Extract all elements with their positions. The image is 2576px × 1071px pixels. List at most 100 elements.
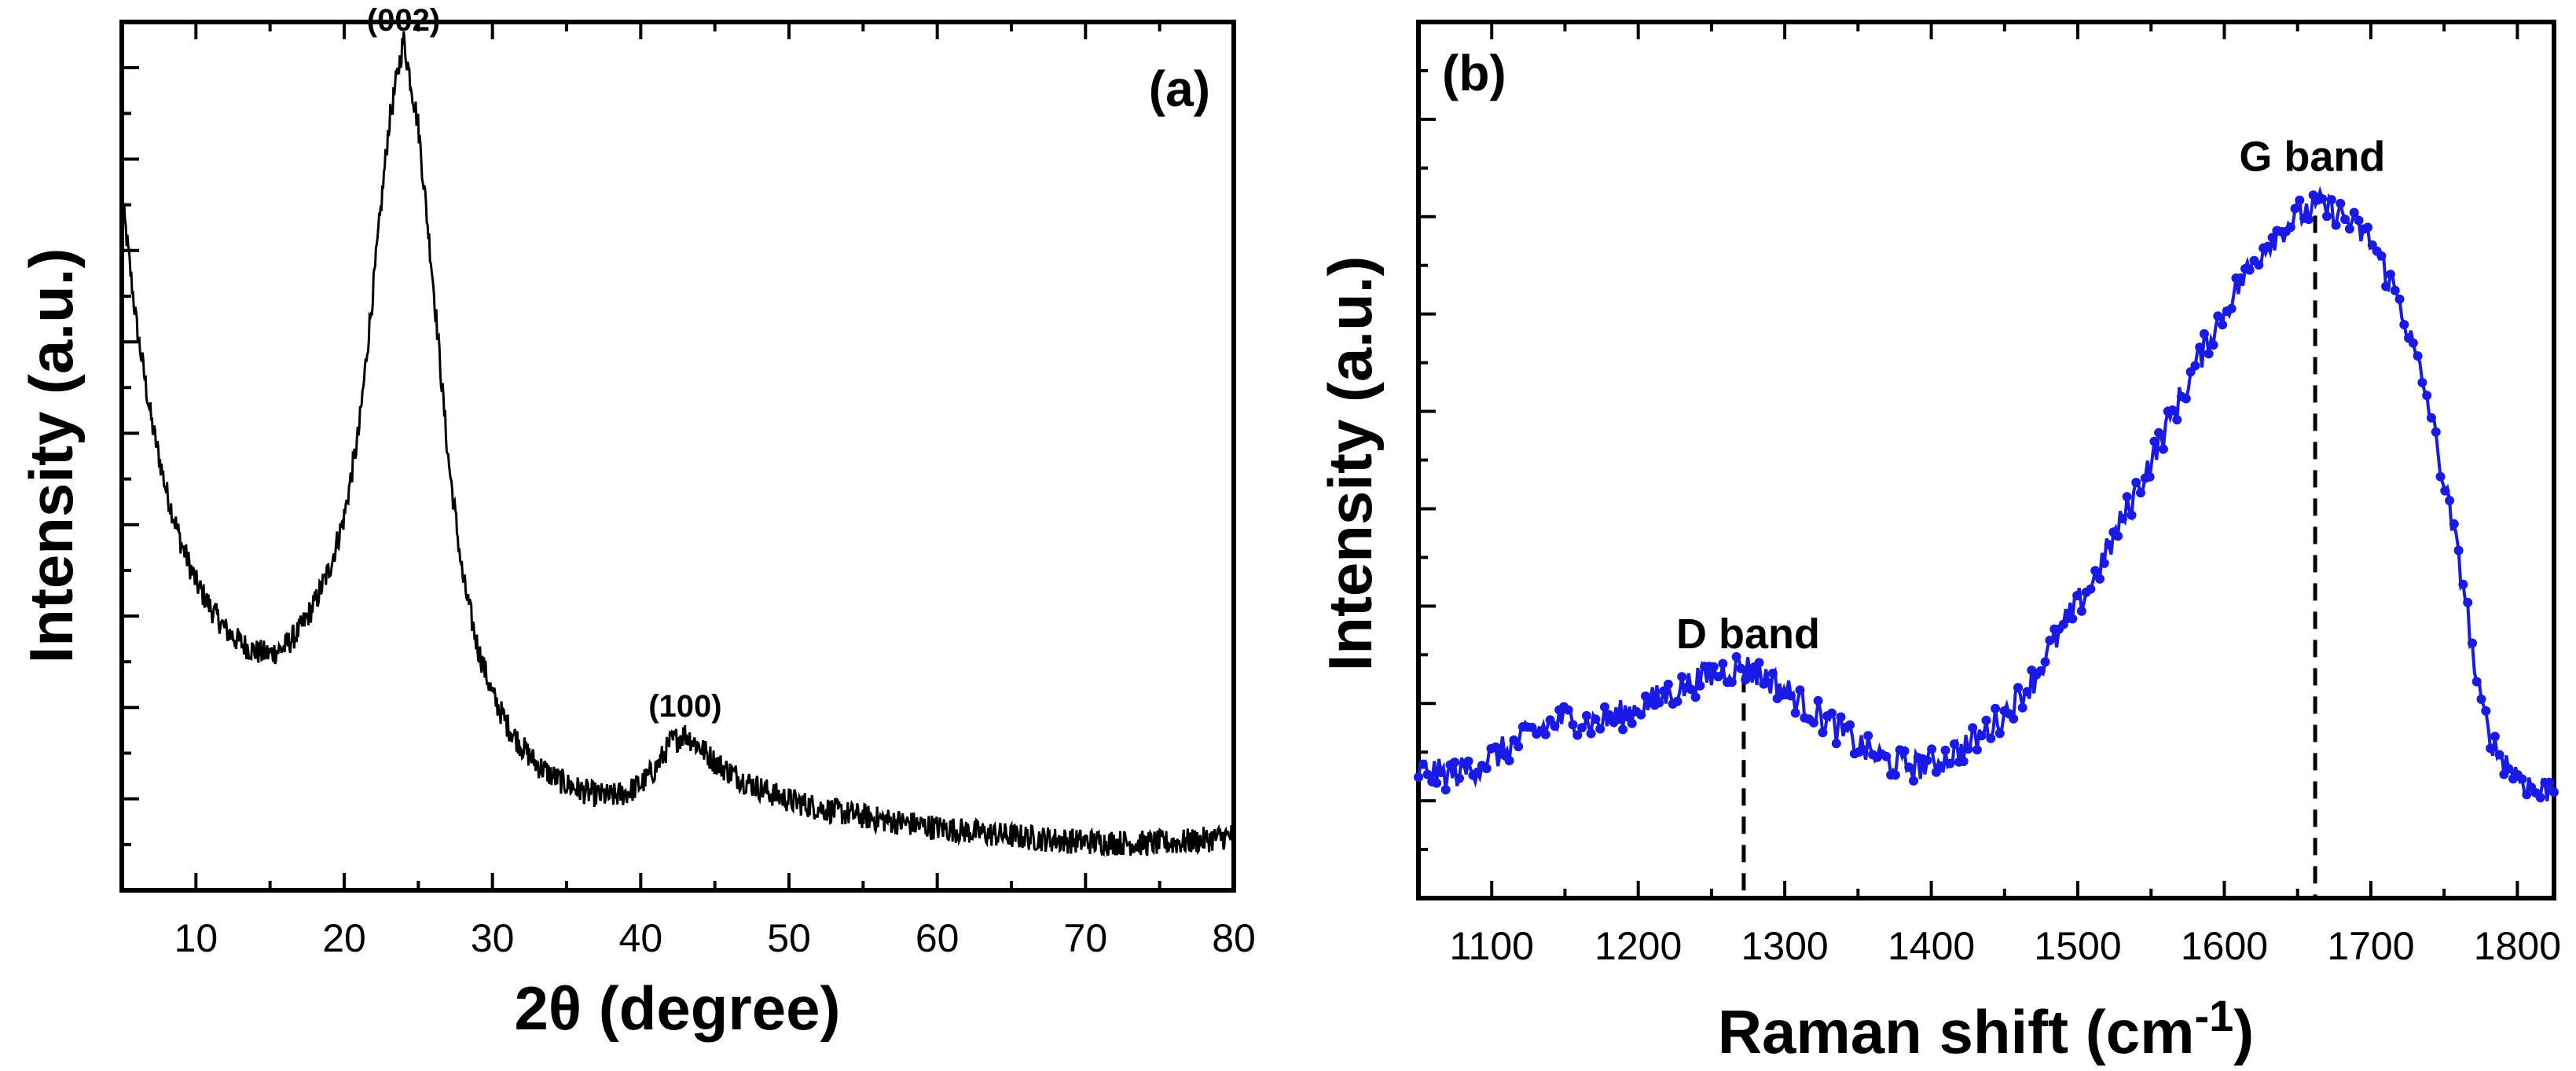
data-point bbox=[1863, 731, 1873, 741]
data-point bbox=[2490, 732, 2500, 742]
panel-b-ticks bbox=[1417, 20, 2519, 900]
data-point bbox=[2394, 294, 2405, 304]
data-point bbox=[2136, 488, 2145, 498]
data-point bbox=[1690, 692, 1701, 702]
data-point bbox=[1786, 691, 1796, 701]
data-point bbox=[2471, 677, 2482, 687]
data-point bbox=[1422, 769, 1433, 779]
x-tick-label: 70 bbox=[1064, 916, 1108, 960]
panel-a-frame bbox=[119, 20, 1236, 893]
data-point bbox=[1613, 714, 1624, 724]
data-point bbox=[2172, 415, 2182, 425]
data-point bbox=[1927, 744, 1937, 754]
data-point bbox=[2022, 687, 2032, 697]
data-point bbox=[2099, 558, 2109, 568]
x-tick-label: 1800 bbox=[2474, 924, 2561, 968]
data-point bbox=[2158, 444, 2168, 454]
panel-b-band-markers bbox=[1741, 215, 2317, 898]
x-tick-label: 1700 bbox=[2327, 924, 2414, 968]
data-point bbox=[2290, 204, 2300, 214]
data-point bbox=[2468, 638, 2477, 648]
data-point bbox=[2068, 614, 2078, 624]
x-tick-label: 80 bbox=[1212, 916, 1256, 960]
data-point bbox=[1859, 745, 1869, 755]
panel-a-x-axis-title: 2θ (degree) bbox=[515, 974, 841, 1043]
data-point bbox=[2535, 793, 2545, 803]
data-point bbox=[1686, 684, 1696, 695]
data-point bbox=[2517, 774, 2527, 784]
data-point bbox=[1618, 724, 1628, 735]
data-point bbox=[2326, 195, 2336, 205]
panel-b: 1100 1200 1300 1400 1500 1600 1700 1800 (b) D b… bbox=[1316, 20, 2561, 1066]
x-tick-label: 30 bbox=[471, 916, 515, 960]
data-point bbox=[2295, 195, 2305, 205]
data-point bbox=[1450, 757, 1460, 768]
data-point bbox=[2045, 636, 2055, 645]
data-point bbox=[1713, 672, 1723, 682]
data-point bbox=[2236, 273, 2246, 283]
data-point bbox=[1958, 757, 1969, 766]
data-point bbox=[2013, 683, 2023, 693]
data-point bbox=[1436, 768, 1446, 777]
x-tick-label: 1300 bbox=[1741, 924, 1829, 968]
data-point bbox=[2262, 241, 2273, 251]
data-point bbox=[2195, 342, 2205, 352]
data-point bbox=[1950, 739, 1959, 749]
data-point bbox=[2035, 666, 2046, 676]
data-point bbox=[1432, 778, 1442, 788]
data-point bbox=[2426, 413, 2436, 423]
panel-b-x-axis-title: Raman shift (cm-1) bbox=[1718, 991, 2255, 1066]
data-point bbox=[2522, 790, 2532, 800]
data-point bbox=[1904, 762, 1914, 772]
data-point bbox=[2254, 260, 2264, 270]
data-point bbox=[2549, 787, 2559, 798]
data-point bbox=[2117, 514, 2127, 524]
data-point bbox=[2322, 211, 2332, 222]
panel-b-raman-points bbox=[1414, 190, 2559, 803]
data-point bbox=[2113, 531, 2123, 541]
data-point bbox=[1968, 723, 1978, 733]
annotation-100: (100) bbox=[648, 689, 721, 724]
data-point bbox=[2190, 361, 2200, 371]
data-point bbox=[1672, 696, 1682, 706]
data-point bbox=[1695, 680, 1705, 691]
data-point bbox=[2009, 713, 2019, 724]
data-point bbox=[1572, 730, 1583, 740]
data-point bbox=[2131, 478, 2141, 487]
x-tick-label: 40 bbox=[619, 916, 663, 960]
data-point bbox=[2408, 338, 2418, 348]
panel-a-label: (a) bbox=[1149, 61, 1210, 117]
panel-b-x-axis-title-suffix: ) bbox=[2233, 997, 2254, 1066]
data-point bbox=[2363, 222, 2372, 233]
data-point bbox=[1890, 770, 1900, 780]
data-point bbox=[2336, 199, 2346, 208]
data-point bbox=[2303, 215, 2314, 225]
data-point bbox=[1663, 679, 1673, 689]
data-point bbox=[1586, 728, 1596, 739]
data-point bbox=[1473, 767, 1483, 777]
data-point bbox=[2267, 233, 2277, 243]
data-point bbox=[1577, 723, 1587, 733]
data-point bbox=[2463, 597, 2473, 607]
data-point bbox=[1540, 729, 1550, 739]
data-point bbox=[1654, 698, 1664, 708]
data-point bbox=[1981, 715, 1991, 725]
data-point bbox=[2154, 427, 2164, 438]
data-point bbox=[2399, 320, 2409, 330]
data-point bbox=[2285, 222, 2295, 233]
panel-a: 10 20 30 40 50 60 70 80 (a) (002) (100) 2θ (deg… bbox=[17, 3, 1256, 1043]
data-point bbox=[1708, 662, 1719, 672]
data-point bbox=[1945, 758, 1955, 768]
data-point bbox=[2349, 207, 2359, 218]
data-point bbox=[1659, 686, 1669, 696]
annotation-g-band: G band bbox=[2239, 134, 2385, 181]
data-point bbox=[1963, 744, 1973, 754]
data-point bbox=[2354, 215, 2364, 226]
data-point bbox=[1736, 663, 1746, 673]
x-tick-label: 60 bbox=[916, 916, 960, 960]
data-point bbox=[1808, 717, 1818, 728]
data-point bbox=[2381, 281, 2391, 292]
data-point bbox=[2145, 471, 2155, 482]
data-point bbox=[1745, 669, 1755, 679]
